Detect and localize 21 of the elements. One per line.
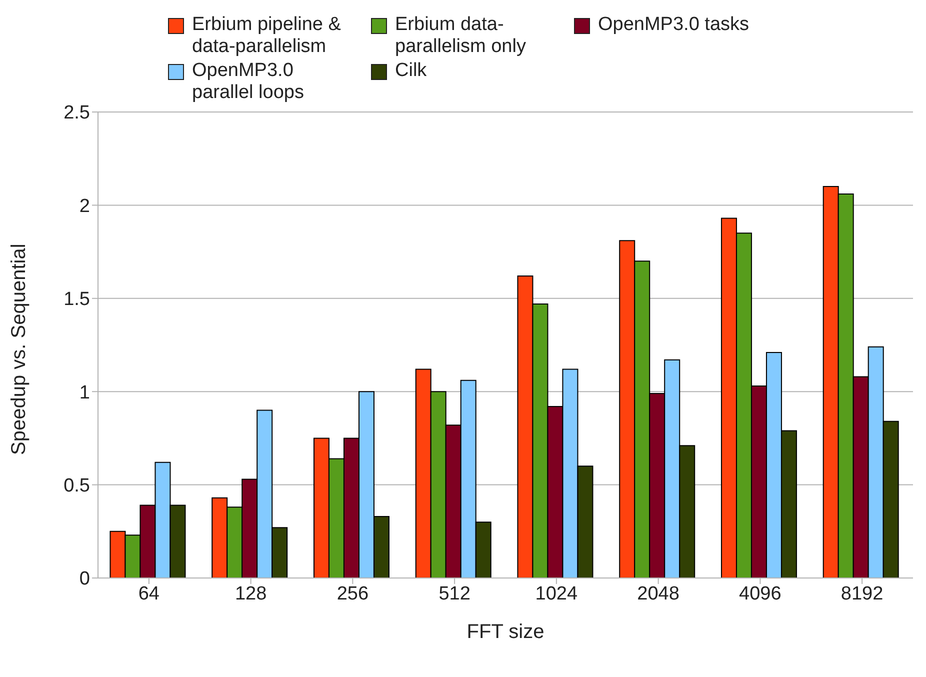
y-tick-label: 2.5: [64, 102, 90, 124]
y-tick-label: 1.5: [64, 289, 90, 310]
y-tick-label: 1: [79, 382, 90, 404]
legend-label: Cilk: [395, 60, 427, 82]
legend-label: Erbium pipeline & data-parallelism: [192, 14, 342, 58]
x-tick-label: 8192: [840, 583, 884, 604]
y-axis-title: Speedup vs. Sequential: [8, 244, 30, 455]
x-tick-label: 1024: [535, 583, 578, 604]
x-tick-label: 128: [234, 583, 267, 604]
x-tick-label: 512: [438, 583, 470, 604]
x-tick-label: 256: [336, 583, 369, 604]
y-tick-label: 0.5: [64, 476, 90, 497]
x-tick-label: 2048: [637, 583, 680, 604]
y-tick-label: 0: [79, 568, 90, 590]
x-tick-label: 64: [138, 583, 160, 604]
x-tick-label: 4096: [739, 583, 782, 604]
legend-label: Erbium data-parallelism only: [395, 14, 527, 58]
legend-label: OpenMP3.0 parallel loops: [192, 60, 305, 104]
legend-label: OpenMP3.0 tasks: [598, 14, 750, 36]
x-axis-title: FFT size: [466, 621, 544, 643]
y-tick-label: 2: [79, 196, 90, 217]
